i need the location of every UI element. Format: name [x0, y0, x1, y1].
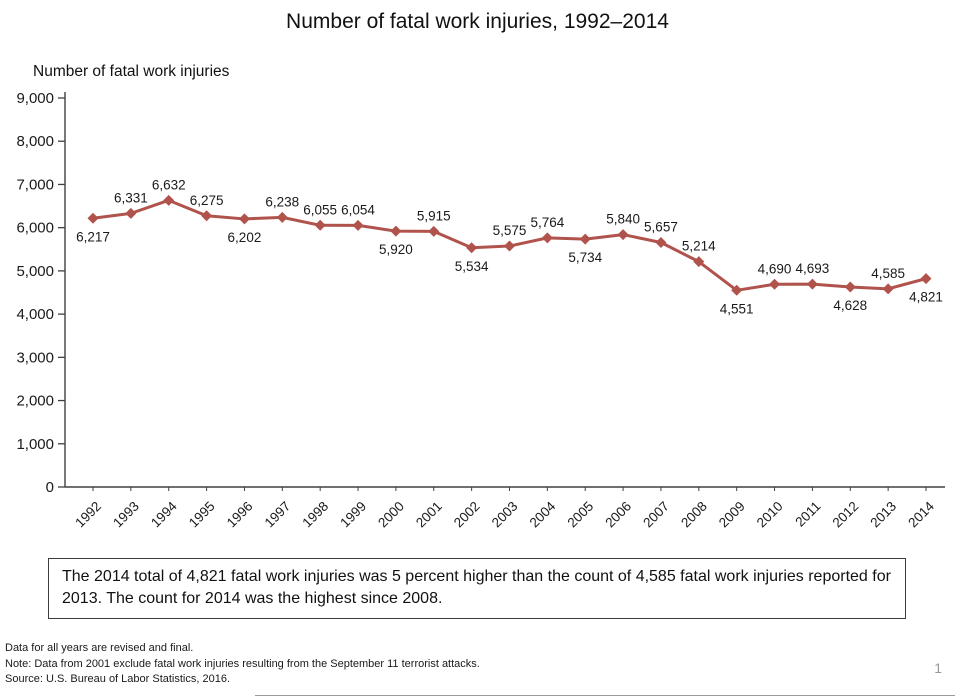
svg-text:1996: 1996 — [224, 499, 256, 531]
svg-text:2013: 2013 — [867, 499, 899, 531]
svg-text:2,000: 2,000 — [16, 393, 54, 410]
callout-text: The 2014 total of 4,821 fatal work injur… — [62, 568, 891, 607]
svg-text:2006: 2006 — [602, 499, 634, 531]
svg-text:2012: 2012 — [830, 499, 862, 531]
svg-text:6,632: 6,632 — [152, 177, 186, 192]
fatal-injuries-line-chart: 0 1,000 2,000 3,000 4,000 5,000 6,000 7,000 8,00… — [16, 90, 945, 531]
svg-text:4,585: 4,585 — [871, 266, 905, 281]
svg-text:8,000: 8,000 — [16, 133, 54, 150]
svg-text:4,693: 4,693 — [796, 261, 830, 276]
svg-text:1993: 1993 — [110, 499, 142, 531]
svg-text:5,734: 5,734 — [568, 250, 602, 265]
svg-text:5,915: 5,915 — [417, 208, 451, 223]
svg-text:2011: 2011 — [792, 499, 823, 530]
svg-text:2005: 2005 — [564, 499, 596, 531]
footnote-revised: Data for all years are revised and final… — [5, 642, 194, 654]
svg-text:1994: 1994 — [148, 498, 180, 530]
svg-text:2007: 2007 — [640, 499, 672, 531]
svg-text:5,840: 5,840 — [606, 212, 640, 227]
footnote-note: Note: Data from 2001 exclude fatal work … — [5, 657, 480, 670]
page-number: 1 — [934, 660, 942, 676]
svg-text:1997: 1997 — [262, 499, 294, 531]
svg-text:4,000: 4,000 — [16, 306, 54, 323]
svg-text:6,054: 6,054 — [341, 202, 375, 217]
svg-text:1998: 1998 — [299, 499, 331, 531]
svg-text:2010: 2010 — [754, 499, 786, 531]
svg-text:5,214: 5,214 — [682, 239, 716, 254]
svg-text:2003: 2003 — [489, 499, 521, 531]
svg-text:3,000: 3,000 — [16, 349, 54, 366]
svg-text:5,657: 5,657 — [644, 219, 678, 234]
svg-text:7,000: 7,000 — [16, 176, 54, 193]
svg-text:1,000: 1,000 — [16, 436, 54, 453]
svg-text:5,575: 5,575 — [493, 223, 527, 238]
svg-text:9,000: 9,000 — [16, 90, 54, 107]
svg-text:2000: 2000 — [375, 499, 407, 531]
svg-text:2004: 2004 — [527, 498, 559, 530]
svg-text:6,238: 6,238 — [265, 194, 299, 209]
svg-text:5,534: 5,534 — [455, 259, 489, 274]
svg-text:2002: 2002 — [451, 499, 483, 531]
svg-text:5,764: 5,764 — [530, 215, 564, 230]
svg-text:1992: 1992 — [72, 499, 104, 531]
svg-text:2009: 2009 — [716, 499, 748, 531]
callout-box: The 2014 total of 4,821 fatal work injur… — [48, 558, 906, 620]
svg-text:2008: 2008 — [678, 499, 710, 531]
svg-text:4,551: 4,551 — [720, 301, 754, 316]
svg-text:6,000: 6,000 — [16, 220, 54, 237]
svg-text:6,202: 6,202 — [228, 230, 262, 245]
svg-text:6,055: 6,055 — [303, 202, 337, 217]
y-axis-title: Number of fatal work injuries — [33, 63, 230, 80]
svg-text:5,000: 5,000 — [16, 263, 54, 280]
footnote-source: Source: U.S. Bureau of Labor Statistics,… — [5, 673, 231, 686]
svg-text:2001: 2001 — [413, 499, 445, 531]
svg-text:1995: 1995 — [186, 499, 218, 531]
svg-text:6,331: 6,331 — [114, 190, 148, 205]
svg-text:1999: 1999 — [337, 499, 369, 531]
svg-text:6,275: 6,275 — [190, 193, 224, 208]
svg-text:6,217: 6,217 — [76, 229, 110, 244]
svg-text:4,821: 4,821 — [909, 290, 943, 305]
svg-text:0: 0 — [46, 479, 54, 496]
svg-text:4,690: 4,690 — [758, 261, 792, 276]
svg-text:5,920: 5,920 — [379, 242, 413, 257]
svg-text:2014: 2014 — [905, 498, 937, 530]
chart-title: Number of fatal work injuries, 1992–2014 — [286, 10, 669, 33]
svg-text:4,628: 4,628 — [833, 298, 867, 313]
footnotes: Data for all years are revised and final… — [5, 641, 480, 688]
